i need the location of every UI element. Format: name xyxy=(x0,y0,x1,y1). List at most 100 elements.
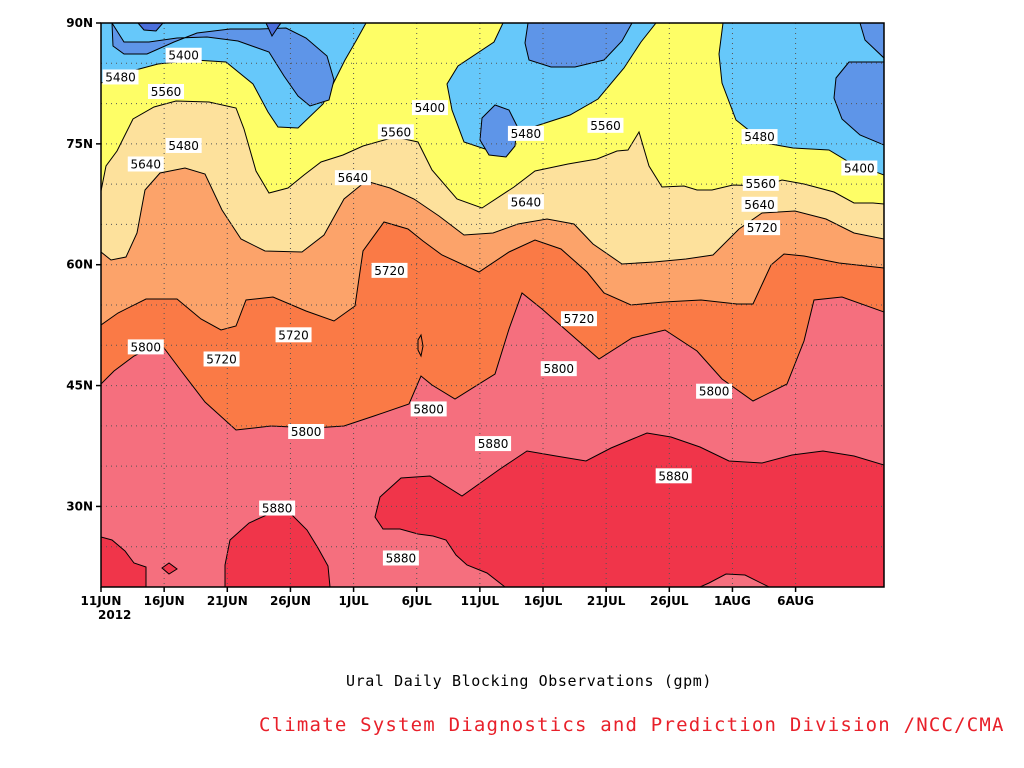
contour-label-text: 5720 xyxy=(374,264,405,278)
contour-label: 5560 xyxy=(587,117,624,133)
contour-label-text: 5800 xyxy=(291,425,322,439)
contour-label-text: 5720 xyxy=(564,312,595,326)
x-tick-label: 21JUL xyxy=(587,594,626,608)
contour-label: 5800 xyxy=(410,401,447,417)
contour-label: 5560 xyxy=(377,124,414,140)
plot-frame xyxy=(100,22,885,588)
contour-label-bg xyxy=(742,175,779,191)
x-tick-label: 21JUN xyxy=(207,594,248,608)
contour-label: 5640 xyxy=(741,196,778,212)
contour-label-bg xyxy=(147,83,184,99)
contour-label: 5560 xyxy=(147,83,184,99)
y-tick-label: 90N xyxy=(66,16,93,30)
contour-label-text: 5480 xyxy=(744,130,775,144)
x-tick-label: 11JUN xyxy=(81,594,122,608)
contour-label-text: 5800 xyxy=(413,402,444,416)
contour-label-text: 5800 xyxy=(131,340,162,354)
contour-label-bg xyxy=(334,170,371,186)
contour-label-bg xyxy=(741,129,778,145)
contour-label: 5800 xyxy=(696,383,733,399)
contour-label-bg xyxy=(377,124,414,140)
contour-label-bg xyxy=(259,500,296,516)
fill-5400-5480-d xyxy=(833,61,884,146)
contour-label-bg xyxy=(411,100,448,116)
contour-label-bg xyxy=(507,125,544,141)
fill-5400-5480 xyxy=(111,23,335,107)
contour-label: 5480 xyxy=(165,137,202,153)
x-tick-label: 26JUN xyxy=(270,594,311,608)
contour-label-bg xyxy=(127,339,164,355)
contour-label-text: 5480 xyxy=(105,70,136,84)
contour-label-bg xyxy=(696,383,733,399)
fill-above-5960-d xyxy=(161,562,178,575)
contour-label: 5880 xyxy=(259,500,296,516)
contour-label: 5720 xyxy=(744,220,781,236)
contour-label: 5640 xyxy=(507,194,544,210)
y-tick-label: 60N xyxy=(66,258,93,272)
contour-label-text: 5560 xyxy=(381,125,412,139)
contour-label-text: 5640 xyxy=(131,158,162,172)
contour-label-text: 5880 xyxy=(262,502,293,516)
contour-label: 5880 xyxy=(382,550,419,566)
contour-label-bg xyxy=(540,361,577,377)
x-tick-label: 26JUL xyxy=(650,594,689,608)
contour-label: 5640 xyxy=(334,170,371,186)
contour-label-bg xyxy=(741,196,778,212)
y-axis: 30N 45N 60N 75N 90N xyxy=(66,16,101,513)
fill-below-5400 xyxy=(137,23,164,32)
contour-label: 5480 xyxy=(507,125,544,141)
contour-label-text: 5800 xyxy=(543,362,574,376)
chart-title: Ural Daily Blocking Observations (gpm) xyxy=(346,672,712,690)
x-tick-label: 11JUL xyxy=(461,594,500,608)
x-tick-label: 6JUL xyxy=(402,594,433,608)
contour-label-bg xyxy=(475,436,512,452)
contour-label-text: 5720 xyxy=(747,221,778,235)
contour-label-bg xyxy=(841,160,878,176)
fill-5400-5480-e xyxy=(859,23,884,59)
contour-label-bg xyxy=(203,351,240,367)
contour-label: 5720 xyxy=(275,327,312,343)
contour-label-bg xyxy=(560,311,597,327)
contour-label: 5560 xyxy=(742,175,779,191)
contour-label-bg xyxy=(371,262,408,278)
x-tick-label: 16JUL xyxy=(524,594,563,608)
credit-line: Climate System Diagnostics and Predictio… xyxy=(259,714,1005,736)
x-tick-label: 6AUG xyxy=(777,594,814,608)
plot-area xyxy=(101,23,884,587)
y-tick-label: 45N xyxy=(66,379,93,393)
x-tick-label: 16JUN xyxy=(144,594,185,608)
contour-label: 5480 xyxy=(102,69,139,85)
contour-label-text: 5560 xyxy=(151,85,182,99)
x-year-label: 2012 xyxy=(98,608,131,622)
contour-label-text: 5800 xyxy=(699,385,730,399)
contour-label: 5480 xyxy=(741,129,778,145)
contour-label: 5720 xyxy=(560,311,597,327)
contour-label: 5800 xyxy=(127,339,164,355)
contour-label: 5880 xyxy=(655,468,692,484)
contour-label: 5880 xyxy=(475,436,512,452)
x-tick-label: 1AUG xyxy=(714,594,751,608)
contour-label-text: 5480 xyxy=(511,127,542,141)
fill-below-5400-b xyxy=(265,23,282,38)
fill-above-5960-c xyxy=(101,536,147,587)
contour-label-bg xyxy=(165,137,202,153)
contour-label-bg xyxy=(102,69,139,85)
contour-label-bg xyxy=(507,194,544,210)
fill-above-5960-a xyxy=(374,432,884,587)
contour-label: 5400 xyxy=(165,47,202,63)
contour-label: 5800 xyxy=(540,361,577,377)
fill-5400-5480-c xyxy=(479,104,518,158)
x-tick-label: 1JUL xyxy=(338,594,369,608)
contour-label: 5640 xyxy=(127,156,164,172)
contour-label: 5720 xyxy=(371,262,408,278)
contour-label-text: 5640 xyxy=(744,198,775,212)
contour-label-bg xyxy=(275,327,312,343)
contour-label-text: 5880 xyxy=(478,437,509,451)
fill-5400-5480-b xyxy=(524,23,633,68)
contour-chart: 5400 5400 5400 5480 5480 5480 5480 5560 5560 5560… xyxy=(66,16,885,622)
y-tick-label: 30N xyxy=(66,499,93,513)
contour-label-text: 5400 xyxy=(168,49,199,63)
grid-lines xyxy=(101,23,884,587)
contour-label-bg xyxy=(410,401,447,417)
contour-label: 5800 xyxy=(288,423,325,439)
